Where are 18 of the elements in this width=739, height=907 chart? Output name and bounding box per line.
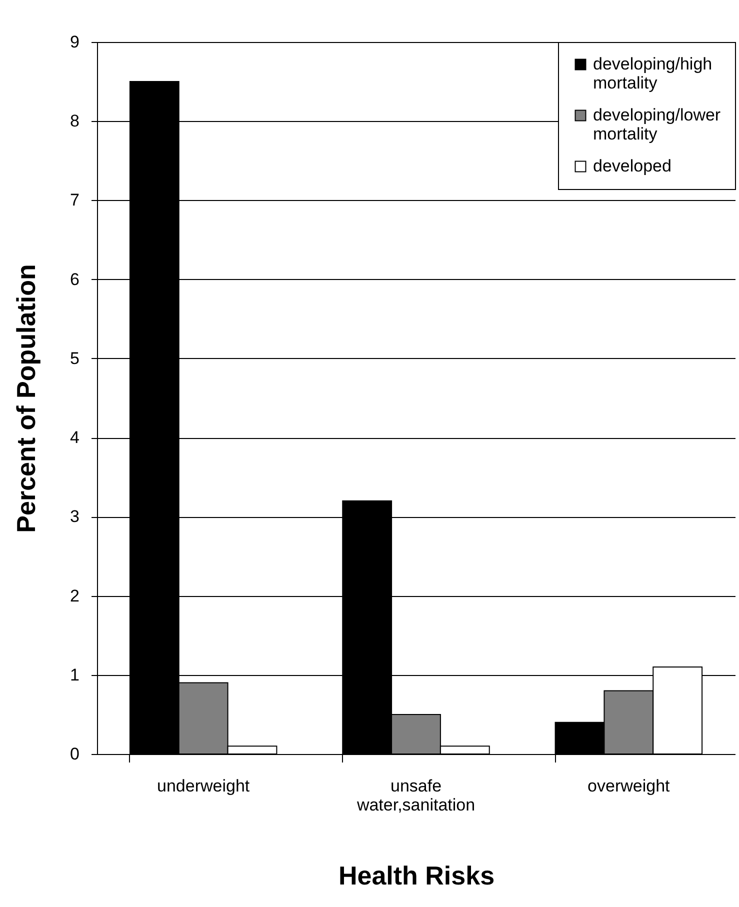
y-tick-label: 4 [70, 428, 80, 448]
x-axis-title: Health Risks [338, 860, 495, 890]
legend-label: developing/high mortality [593, 54, 712, 92]
y-tick-label: 8 [70, 112, 80, 131]
legend-label: developed [593, 156, 672, 176]
x-tick-label: overweight [588, 776, 670, 796]
legend-label: developing/lower mortality [593, 106, 721, 144]
y-tick-label: 9 [70, 32, 80, 52]
y-tick-label: 7 [70, 190, 80, 210]
x-tick-label: unsafe water,sanitation [356, 776, 476, 814]
y-axis-title: Percent of Population [11, 264, 42, 533]
y-tick-label: 2 [70, 586, 80, 606]
x-tick-label: underweight [157, 776, 250, 796]
y-tick-label: 6 [70, 270, 80, 289]
y-tick-label: 3 [70, 507, 80, 526]
y-tick-label: 1 [70, 665, 80, 684]
y-tick-label: 5 [70, 348, 80, 368]
y-tick-label: 0 [70, 744, 80, 764]
